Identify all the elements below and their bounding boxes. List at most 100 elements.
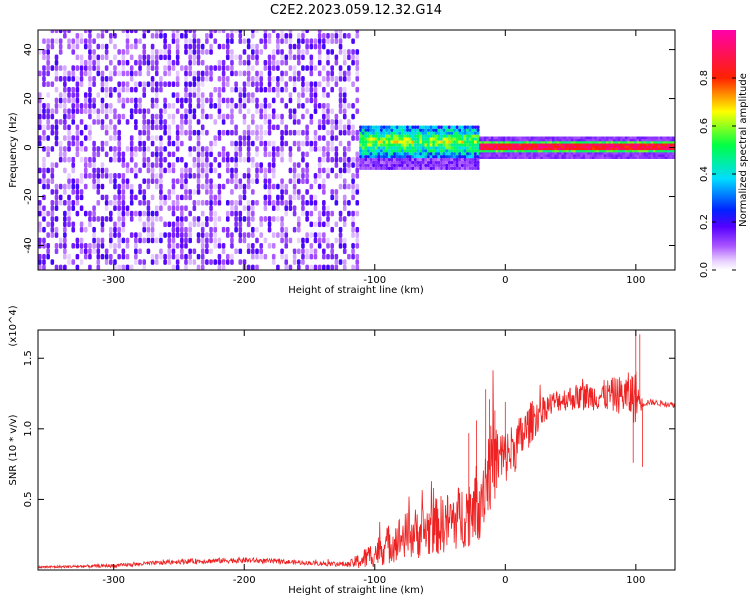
spectrogram-cell xyxy=(322,237,326,244)
spectrogram-cell xyxy=(374,146,378,150)
spectrogram-cell xyxy=(238,221,243,228)
spectrogram-cell xyxy=(426,134,430,138)
spectrogram-cell xyxy=(481,140,485,144)
spectrogram-cell xyxy=(577,156,581,159)
spectrogram-cell xyxy=(516,145,520,148)
spectrogram-cell xyxy=(238,140,243,147)
spectrogram-cell xyxy=(192,173,197,179)
spectrogram-cell xyxy=(96,65,101,71)
spectrogram-cell xyxy=(217,183,222,190)
spectrogram-cell xyxy=(150,140,155,147)
spectrogram-cell xyxy=(589,143,593,146)
spectrogram-cell xyxy=(466,134,470,138)
spectrogram-cell xyxy=(146,81,151,88)
spectrogram-cell xyxy=(42,173,46,179)
spectrogram-cell xyxy=(75,108,80,114)
spectrogram-cell xyxy=(267,86,272,93)
spectrogram-cell xyxy=(46,43,50,50)
spectrogram-cell xyxy=(377,146,381,150)
spectrogram-cell xyxy=(411,125,415,129)
spectrogram-cell xyxy=(361,131,365,135)
spectrogram-cell xyxy=(200,108,205,114)
spectrogram-cell xyxy=(50,189,55,195)
spectrogram-cell xyxy=(650,149,654,153)
spectrogram-cell xyxy=(361,163,365,168)
spectrogram-cell xyxy=(453,128,457,132)
snr-x-axis-label: Height of straight line (km) xyxy=(288,585,424,596)
spectrogram-cell xyxy=(200,243,205,249)
spectrogram-cell xyxy=(631,149,635,153)
spectrogram-cell xyxy=(445,149,449,153)
spectrogram-cell xyxy=(267,221,272,228)
spectrogram-cell xyxy=(246,92,251,98)
spectrogram-cell xyxy=(495,156,499,159)
spectrogram-cell xyxy=(488,149,492,153)
spectrogram-cell xyxy=(606,145,609,148)
spectrogram-cell xyxy=(509,140,513,144)
spectrogram-cell xyxy=(117,194,121,201)
spectrogram-cell xyxy=(192,216,197,222)
spectrogram-cell xyxy=(142,221,147,228)
spectrogram-cell xyxy=(400,146,404,150)
spectrogram-cell xyxy=(75,92,80,98)
spectrogram-cell xyxy=(359,163,363,168)
spectrogram-cell xyxy=(445,134,449,138)
spectrogram-cell xyxy=(251,199,255,206)
spectrogram-cell xyxy=(486,143,490,146)
spectrogram-cell xyxy=(505,156,508,159)
spectrogram-cell xyxy=(71,119,76,125)
spectrogram-cell xyxy=(109,146,113,152)
spectrogram-cell xyxy=(167,135,172,141)
spectrogram-cell xyxy=(163,194,167,201)
spectrogram-cell xyxy=(38,70,42,77)
spectrogram-cell xyxy=(490,147,494,151)
spectrogram-cell xyxy=(234,30,238,34)
spectrogram-cell xyxy=(561,136,565,140)
spectrogram-cell xyxy=(471,163,475,168)
spectrogram-cell xyxy=(79,221,84,228)
spectrogram-cell xyxy=(150,49,155,55)
spectrogram-cell xyxy=(473,125,477,129)
spectrogram-cell xyxy=(171,205,176,211)
spectrogram-cell xyxy=(563,149,567,153)
spectrogram-cell xyxy=(63,108,67,114)
spectrogram-cell xyxy=(280,113,284,120)
spectrogram-cell xyxy=(83,135,88,141)
spectrogram-cell xyxy=(221,183,226,190)
spectrogram-cell xyxy=(657,138,661,142)
spectrogram-cell xyxy=(540,147,544,151)
spectrogram-cell xyxy=(83,102,88,109)
spectrogram-cell xyxy=(113,113,117,120)
spectrogram-cell xyxy=(424,157,428,162)
spectrogram-cell xyxy=(134,43,138,50)
spectrogram-cell xyxy=(142,81,147,88)
spectrogram-cell xyxy=(424,125,428,129)
spectrogram-cell xyxy=(121,86,126,93)
spectrogram-cell xyxy=(351,248,355,255)
spectrogram-cell xyxy=(377,149,381,153)
spectrogram-cell xyxy=(46,135,50,141)
spectrogram-cell xyxy=(313,92,318,98)
spectrogram-cell xyxy=(79,65,84,71)
spectrogram-cell xyxy=(355,156,360,163)
spectrogram-cell xyxy=(200,59,205,66)
spectrogram-cell xyxy=(113,54,117,61)
spectrogram-cell xyxy=(217,259,222,265)
spectrogram-cell xyxy=(196,189,201,195)
spectrogram-cell xyxy=(450,125,454,129)
spectrogram-cell xyxy=(521,145,525,148)
spectrogram-cell xyxy=(638,156,642,159)
spectrogram-cell xyxy=(305,248,309,255)
spectrogram-cell xyxy=(217,92,222,98)
spectrogram-cell xyxy=(313,199,318,206)
spectrogram-cell xyxy=(75,129,80,136)
spectrogram-cell xyxy=(175,49,180,55)
spectrogram-cell xyxy=(453,140,457,144)
spectrogram-cell xyxy=(292,226,297,233)
spectrogram-cell xyxy=(580,143,584,146)
spectrogram-cell xyxy=(88,216,92,222)
spectrogram-cell xyxy=(497,143,501,146)
spectrogram-cell xyxy=(326,119,330,125)
spectrogram-cell xyxy=(263,216,268,222)
spectrogram-cell xyxy=(150,135,155,141)
